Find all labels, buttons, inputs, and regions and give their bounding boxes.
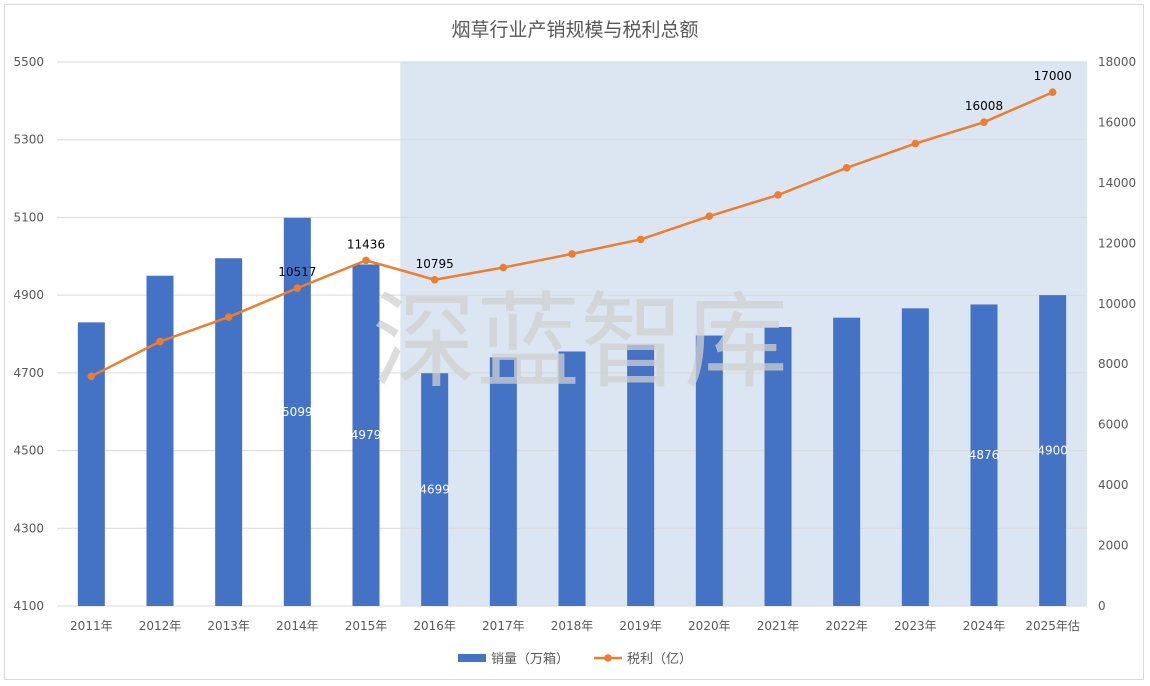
x-tick-label: 2012年 (139, 619, 182, 633)
line-point (87, 372, 96, 381)
bar-data-label: 4900 (1037, 444, 1068, 458)
line-series (87, 88, 1057, 381)
bar (215, 258, 243, 606)
line-point (224, 313, 233, 321)
x-tick-label: 2021年 (757, 619, 800, 633)
bar (421, 373, 449, 606)
line-point (842, 163, 851, 172)
y-right-tick-label: 2000 (1098, 539, 1129, 553)
bar (489, 357, 517, 606)
bar (558, 351, 586, 606)
line-point (362, 256, 370, 265)
bar-series (77, 217, 1067, 606)
line-point (705, 212, 714, 220)
line-data-label: 16008 (965, 99, 1003, 113)
legend-label-sales: 销量（万箱） (491, 651, 569, 667)
y-left-tick-label: 4100 (13, 599, 44, 613)
y-right-tick-label: 8000 (1098, 357, 1129, 371)
x-tick-label: 2020年 (688, 619, 731, 633)
x-tick-label: 2011年 (70, 619, 113, 633)
x-tick-label: 2025年估 (1025, 619, 1080, 633)
line-data-label: 10795 (416, 257, 454, 271)
y-left-tick-label: 4300 (13, 521, 44, 535)
bar (764, 327, 792, 606)
y-left-tick-label: 5300 (13, 133, 44, 147)
line-point (980, 118, 988, 127)
line-point (156, 337, 164, 346)
data-labels: 5099 4979 4699 4876 4900 10517 11436 10795 16008… (278, 69, 1072, 496)
bar (1039, 295, 1067, 606)
bar (352, 264, 380, 606)
y-right-tick-label: 4000 (1098, 478, 1129, 492)
line-data-label: 10517 (278, 265, 316, 279)
y-right-tick-label: 16000 (1098, 115, 1136, 129)
line-point (911, 139, 920, 148)
line-point (499, 263, 508, 272)
y-right-tick-label: 6000 (1098, 418, 1129, 432)
y-left-tick-label: 5500 (13, 55, 44, 69)
y-left-tick-label: 4700 (13, 366, 44, 380)
line-point (568, 250, 576, 258)
x-tick-label: 2018年 (551, 619, 594, 633)
watermark: 深蓝智库 (372, 281, 788, 403)
line-point (430, 275, 439, 284)
x-tick-label: 2017年 (482, 619, 525, 633)
line-data-label: 11436 (347, 237, 385, 251)
legend-label-tax: 税利（亿） (627, 652, 692, 667)
bar-data-label: 4876 (969, 448, 1000, 462)
chart-title: 烟草行业产销规模与税利总额 (451, 19, 698, 41)
line-point (293, 284, 302, 292)
y-left-tick-label: 4900 (13, 288, 44, 302)
bar (146, 275, 174, 606)
x-tick-label: 2014年 (276, 619, 319, 633)
bar-data-label: 4699 (419, 483, 450, 497)
chart-frame (4, 4, 1144, 680)
bar (695, 335, 723, 606)
line-point (636, 235, 645, 244)
axes: 4100 4300 4500 4700 4900 5100 5300 5500 0 2000 400… (13, 55, 1136, 633)
x-tick-label: 2023年 (894, 619, 937, 633)
line-data-label: 17000 (1034, 69, 1072, 83)
bar (283, 217, 311, 606)
line-point (1048, 88, 1057, 97)
legend-swatch-sales (458, 654, 486, 662)
y-right-tick-label: 14000 (1098, 176, 1136, 190)
legend: 销量（万箱） 税利（亿） (458, 651, 692, 667)
y-right-tick-label: 10000 (1098, 297, 1136, 311)
bar (77, 322, 105, 606)
y-right-tick-label: 18000 (1098, 55, 1136, 69)
y-right-tick-label: 0 (1098, 599, 1106, 613)
x-tick-label: 2019年 (619, 619, 662, 633)
bar (627, 344, 655, 606)
y-left-tick-label: 5100 (13, 210, 44, 224)
x-tick-label: 2013年 (207, 619, 250, 633)
line-point (774, 191, 782, 199)
y-left-tick-label: 4500 (13, 444, 44, 458)
x-tick-label: 2015年 (345, 619, 388, 633)
x-tick-label: 2022年 (825, 619, 868, 633)
legend-marker-tax (604, 654, 612, 662)
bar (901, 308, 929, 606)
bar (970, 304, 998, 606)
x-tick-label: 2024年 (963, 619, 1006, 633)
bar (833, 317, 861, 606)
x-tick-label: 2016年 (413, 619, 456, 633)
y-right-tick-label: 12000 (1098, 236, 1136, 250)
bar-data-label: 4979 (351, 428, 382, 442)
bar-data-label: 5099 (282, 405, 313, 419)
